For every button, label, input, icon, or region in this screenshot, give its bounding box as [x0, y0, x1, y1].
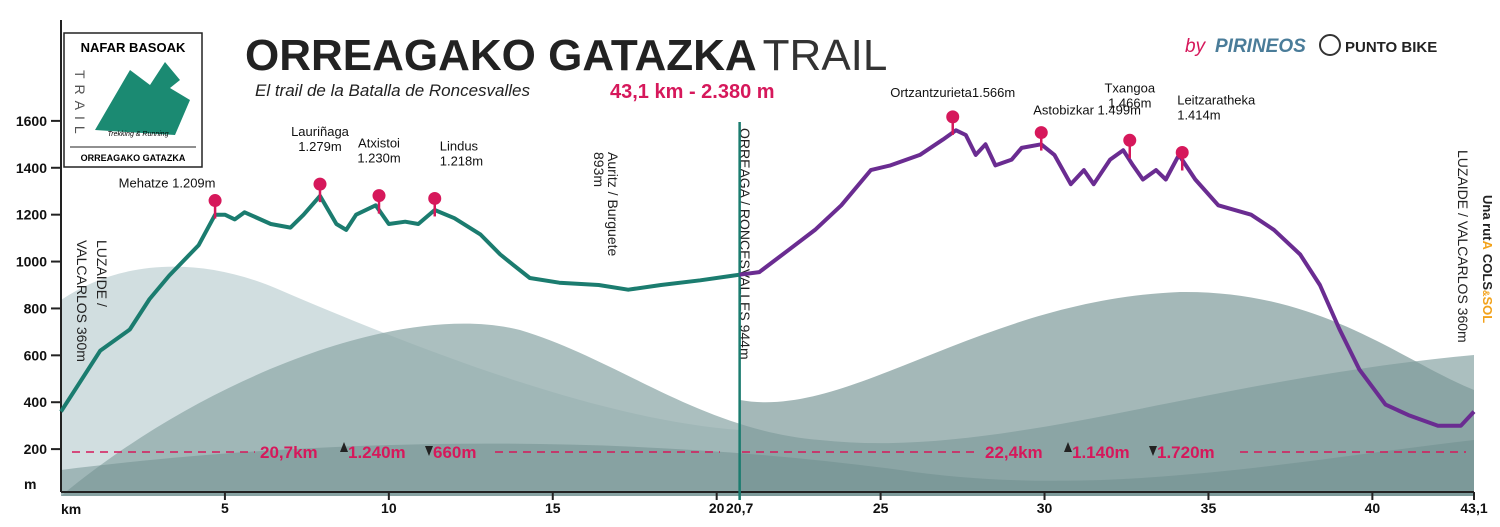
- peak-label: Lauriñaga: [291, 124, 350, 139]
- logo-mountain: [95, 62, 190, 135]
- x-tick-label: 25: [873, 500, 889, 516]
- peak-label: Txangoa: [1104, 80, 1155, 95]
- segment-distance: 22,4km: [985, 443, 1043, 462]
- place-label: LUZAIDE /VALCARLOS 360m: [74, 240, 110, 362]
- y-axis-label: m: [24, 476, 36, 492]
- subtitle: El trail de la Batalla de Roncesvalles: [255, 81, 530, 100]
- arrow-icons: [340, 442, 1157, 456]
- y-tick-label: 600: [24, 347, 48, 363]
- sponsor-partner: PUNTO BIKE: [1345, 39, 1437, 56]
- peak-label: 1.230m: [357, 151, 400, 166]
- x-tick-label: 10: [381, 500, 397, 516]
- place-label: Auritz / Burguete893m: [591, 152, 621, 256]
- y-tick-label: 1400: [16, 160, 47, 176]
- logo-side: TRAIL: [72, 70, 88, 140]
- x-tick-label: 43,1: [1460, 500, 1487, 516]
- y-tick-label: 1200: [16, 207, 47, 223]
- segment-descent: 660m: [433, 443, 476, 462]
- x-tick-label: 5: [221, 500, 229, 516]
- peak-label: Leitzaratheka: [1177, 92, 1256, 107]
- peak-pin: [313, 177, 327, 191]
- stats: 43,1 km - 2.380 m: [610, 81, 775, 103]
- y-tick-label: 200: [24, 441, 48, 457]
- x-tick-label: 20: [709, 500, 725, 516]
- peak-label: Mehatze 1.209m: [119, 176, 216, 191]
- title: ORREAGAKO GATAZKA TRAIL: [245, 31, 887, 80]
- peak-pin: [1175, 145, 1189, 159]
- peak-label: Atxistoi: [358, 136, 400, 151]
- y-tick-label: 400: [24, 394, 48, 410]
- logo-bottom: ORREAGAKO GATAZKA: [81, 153, 186, 163]
- place-line: VALCARLOS 360m: [74, 240, 90, 362]
- credit: Una rutA COLS&SOL: [1480, 195, 1495, 323]
- logo-tagline: Trekking & Running: [108, 131, 169, 138]
- peak-label: 1.218m: [440, 153, 483, 168]
- elevation-line: [59, 193, 740, 413]
- hill: [61, 440, 1474, 496]
- segment-ascent: 1.240m: [348, 443, 406, 462]
- elevation-line: [739, 128, 1476, 428]
- sponsor-by: by: [1185, 36, 1207, 57]
- y-tick-label: 1600: [16, 113, 47, 129]
- x-axis-label: km: [61, 501, 81, 517]
- sponsor-brand: PIRINEOS: [1215, 36, 1306, 57]
- x-tick-label: 40: [1365, 500, 1381, 516]
- y-tick-label: 800: [24, 300, 48, 316]
- peak-label: 1.414m: [1177, 107, 1220, 122]
- segment-descent: 1.720m: [1157, 443, 1215, 462]
- place-line: 893m: [591, 152, 607, 187]
- peak-pin: [428, 191, 442, 205]
- sponsor-icon: [1319, 34, 1341, 56]
- place-line: LUZAIDE /: [94, 240, 110, 307]
- x-tick-label: 15: [545, 500, 561, 516]
- credit-part: A: [1480, 241, 1495, 251]
- x-tick-label: 20,7: [726, 500, 753, 516]
- peak-pin: [1034, 126, 1048, 140]
- credit-part: SOL: [1480, 297, 1495, 324]
- peak-label: 1.466m: [1108, 95, 1151, 110]
- credit-part: COLS: [1480, 254, 1495, 290]
- place-line: Auritz / Burguete: [605, 152, 621, 256]
- place-label: LUZAIDE / VALCARLOS 360m: [1455, 150, 1471, 343]
- x-tick-label: 30: [1037, 500, 1053, 516]
- segment-ascent: 1.140m: [1072, 443, 1130, 462]
- peak-pin: [372, 189, 386, 203]
- credit-part: Una rut: [1480, 195, 1495, 241]
- credit-part: &: [1481, 290, 1491, 297]
- segment-distance: 20,7km: [260, 443, 318, 462]
- logo-top: NAFAR BASOAK: [81, 40, 186, 55]
- peak-label: 1.279m: [298, 139, 341, 154]
- y-tick-label: 1000: [16, 254, 47, 270]
- place-label: ORREAGA / RONCESVALLES 944m: [737, 128, 753, 360]
- peak-label: Ortzantzurieta1.566m: [890, 85, 1015, 100]
- peak-label: Lindus: [440, 138, 479, 153]
- hill: [740, 291, 1474, 496]
- title-main: ORREAGAKO GATAZKA: [245, 31, 757, 80]
- peak-label: Astobizkar 1.499m: [1033, 103, 1141, 118]
- peak-pin: [946, 110, 960, 124]
- title-suffix: TRAIL: [763, 31, 888, 80]
- peak-pin: [1123, 133, 1137, 147]
- x-tick-label: 35: [1201, 500, 1217, 516]
- peak-pin: [208, 194, 222, 208]
